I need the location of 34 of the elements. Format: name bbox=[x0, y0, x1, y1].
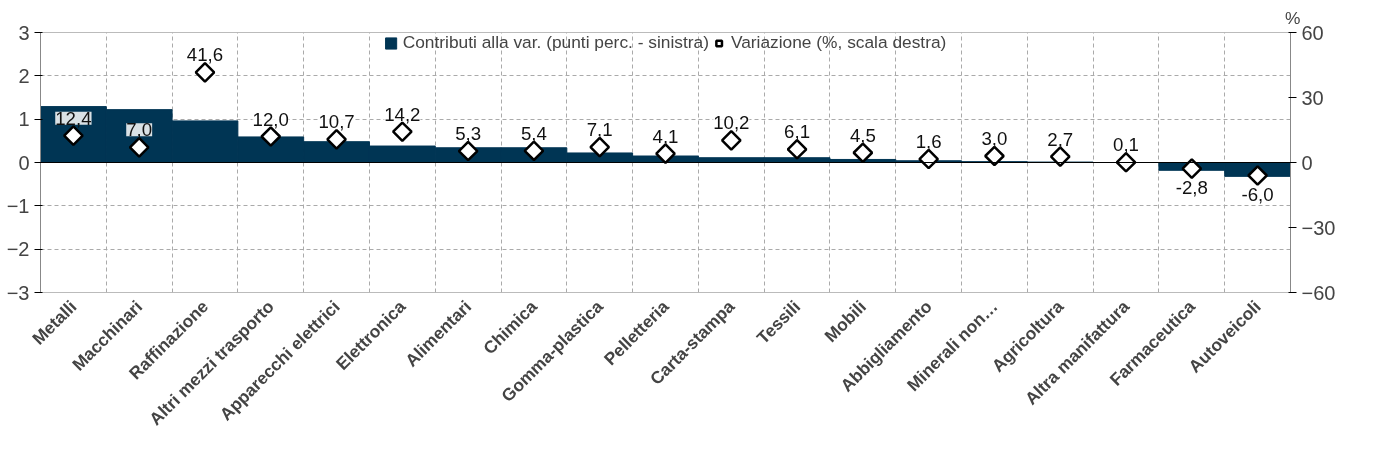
y-tick-label: 0 bbox=[18, 151, 30, 174]
data-label: 4,5 bbox=[849, 124, 876, 146]
data-label: 7,0 bbox=[126, 119, 153, 141]
data-label: 2,7 bbox=[1047, 128, 1074, 150]
data-label: 10,2 bbox=[713, 112, 750, 134]
y2-tick-label: −60 bbox=[1301, 281, 1336, 304]
data-label: 12,0 bbox=[252, 108, 289, 130]
data-label: 0,1 bbox=[1113, 134, 1139, 156]
data-label: 41,6 bbox=[186, 44, 224, 66]
data-label: 14,2 bbox=[384, 103, 421, 125]
data-label: 6,1 bbox=[784, 121, 811, 143]
y2-tick-label: 0 bbox=[1301, 151, 1313, 174]
data-label: -6,0 bbox=[1241, 183, 1274, 205]
data-label: 5,4 bbox=[520, 122, 547, 144]
data-label: 7,1 bbox=[586, 119, 613, 141]
y2-tick-label: 60 bbox=[1301, 21, 1324, 44]
legend-label: Variazione (%, scala destra) bbox=[730, 32, 947, 53]
y-tick-label: −3 bbox=[6, 281, 30, 304]
data-label: 3,0 bbox=[981, 128, 1008, 149]
y2-tick-label: −30 bbox=[1301, 216, 1336, 239]
y2-tick-label: 30 bbox=[1301, 86, 1324, 109]
legend-label: Contributi alla var. (punti perc. - sinistra) bbox=[402, 32, 709, 53]
y-tick-label: −1 bbox=[6, 194, 30, 217]
y2-axis-title: % bbox=[1285, 7, 1301, 28]
data-label: 12,4 bbox=[55, 107, 92, 129]
data-label: 1,6 bbox=[915, 131, 942, 153]
data-label: -2,8 bbox=[1175, 176, 1208, 198]
data-label: 5,3 bbox=[455, 123, 482, 145]
data-label: 4,1 bbox=[652, 125, 679, 147]
y-tick-label: 2 bbox=[18, 64, 30, 87]
y-tick-label: 1 bbox=[18, 108, 30, 131]
y-tick-label: 3 bbox=[18, 21, 30, 44]
y-tick-label: −2 bbox=[6, 238, 30, 261]
data-label: 10,7 bbox=[318, 111, 355, 133]
